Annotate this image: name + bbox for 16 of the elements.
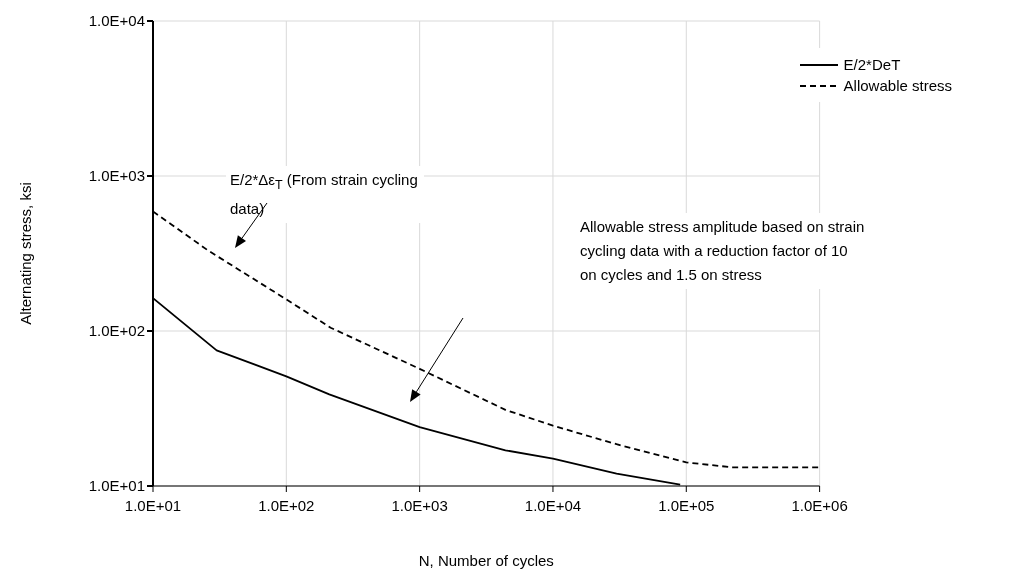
y-axis-title: Alternating stress, ksi [17,182,35,325]
y-tick-label: 1.0E+04 [88,12,145,30]
x-tick-label: 1.0E+02 [258,496,315,514]
x-tick-label: 1.0E+01 [124,496,182,514]
x-tick-label: 1.0E+05 [658,496,715,514]
x-tick-label: 1.0E+06 [791,496,848,514]
y-tick-label: 1.0E+01 [88,477,145,495]
y-tick-label: 1.0E+03 [88,167,145,185]
x-tick-label: 1.0E+04 [524,496,582,514]
y-tick-label: 1.0E+02 [88,322,145,340]
legend-label: Allowable stress [843,77,952,94]
x-tick-label: 1.0E+03 [391,496,448,514]
x-axis-title: N, Number of cycles [418,552,554,569]
legend-label: E/2*DeT [843,56,901,73]
text: E/2*Δε$_{T}$ (From strain cycling data) [230,171,418,217]
annotation: Allowable stress amplitude based on strain cycling data with a reduction factor of 10 on cycles and 1.5 on stress [576,213,869,289]
